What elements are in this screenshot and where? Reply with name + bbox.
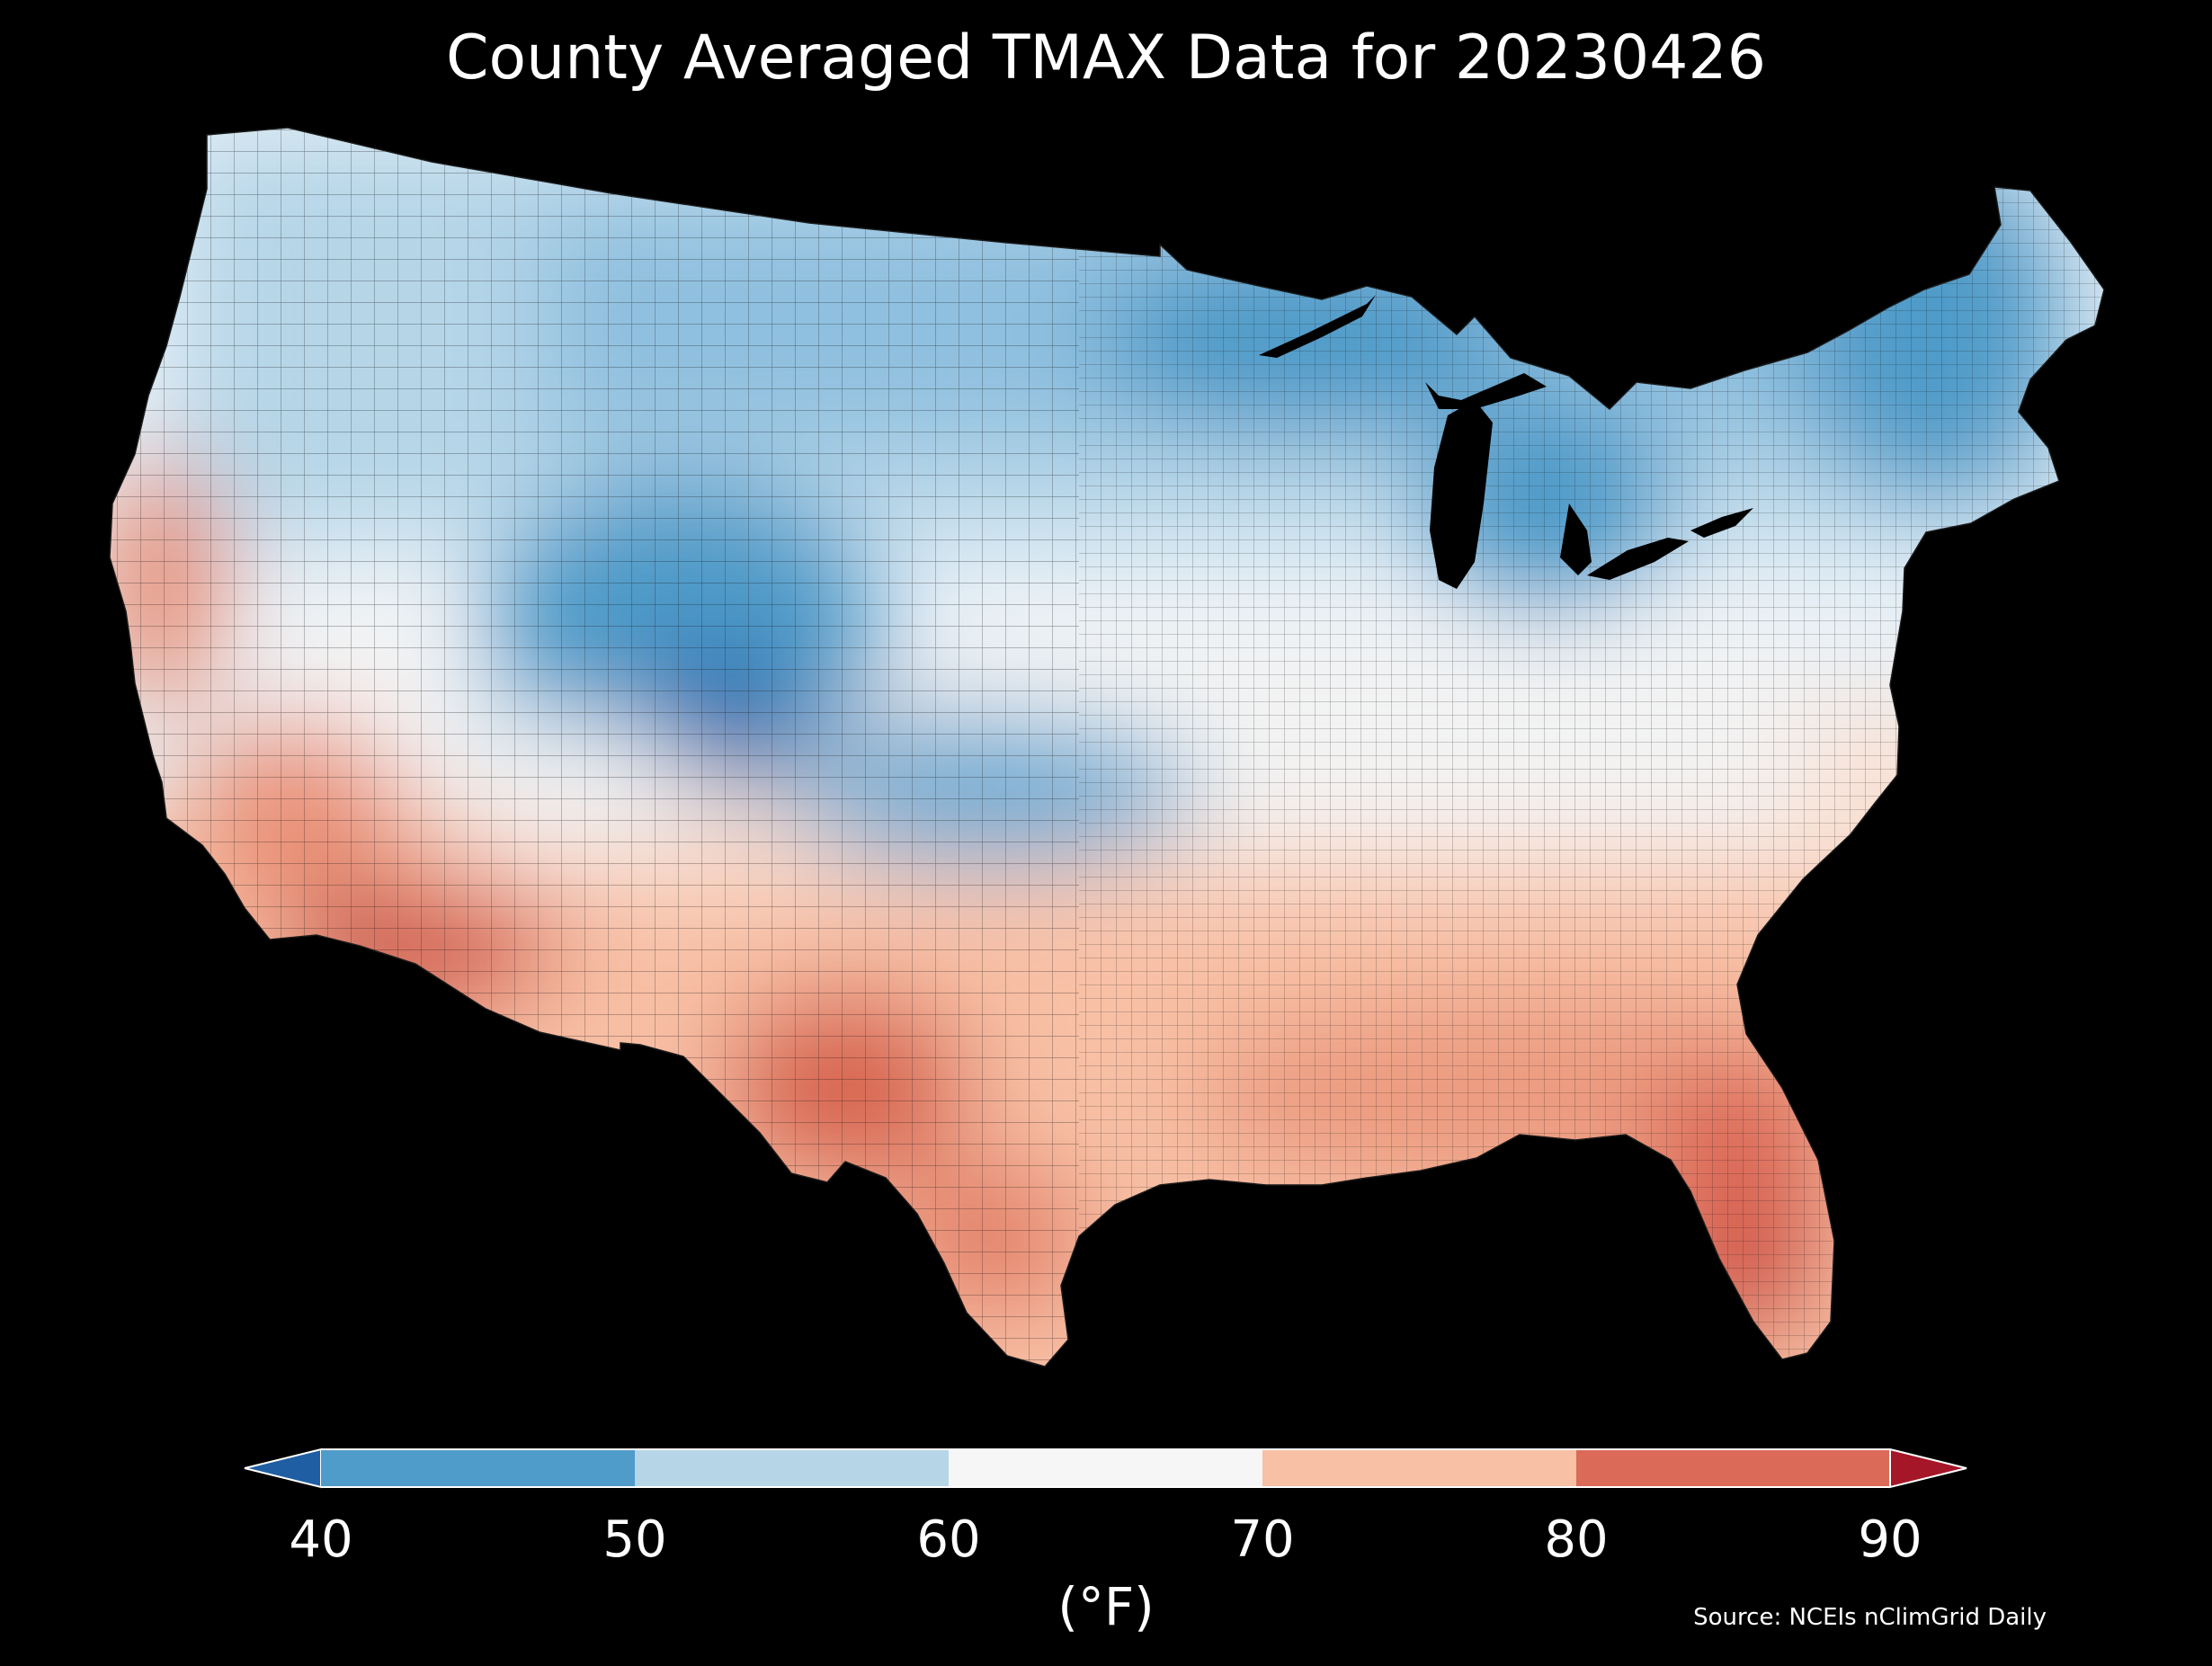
source-attribution: Source: NCEIs nClimGrid Daily (1693, 1604, 2047, 1631)
map-title: County Averaged TMAX Data for 20230426 (446, 22, 1766, 94)
colorbar-bin-70-80 (1262, 1449, 1576, 1487)
colorbar-tick-90: 90 (1858, 1510, 1922, 1569)
colorbar-bin-60-70 (949, 1449, 1262, 1487)
colorbar-tick-50: 50 (602, 1510, 667, 1569)
colorbar-over-extension (1889, 1448, 1967, 1489)
colorbar-bin-40-50 (321, 1449, 635, 1487)
great-lakes (1259, 295, 1753, 589)
colorbar (244, 1448, 1967, 1489)
colorbar-tick-80: 80 (1544, 1510, 1609, 1569)
colorbar-bin-80-90 (1576, 1449, 1890, 1487)
colorbar-tick-70: 70 (1230, 1510, 1295, 1569)
colorbar-bin-50-60 (635, 1449, 949, 1487)
colorbar-tick-40: 40 (289, 1510, 353, 1569)
colorbar-tick-60: 60 (916, 1510, 981, 1569)
colorbar-unit-label: (°F) (1057, 1576, 1155, 1637)
us-outline (109, 127, 2105, 1368)
colorbar-under-extension (244, 1448, 322, 1489)
